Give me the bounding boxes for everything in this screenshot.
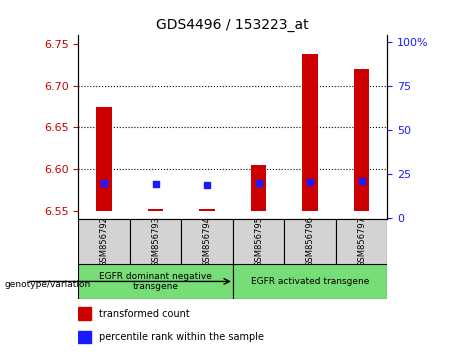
Bar (233, 219, 284, 264)
Bar (78, 219, 130, 264)
Bar (284, 219, 336, 264)
Title: GDS4496 / 153223_at: GDS4496 / 153223_at (156, 18, 309, 32)
Text: percentile rank within the sample: percentile rank within the sample (99, 332, 264, 342)
Text: GSM856793: GSM856793 (151, 216, 160, 267)
Bar (233, 264, 387, 299)
Text: genotype/variation: genotype/variation (5, 280, 91, 290)
Text: GSM856797: GSM856797 (357, 216, 366, 267)
Point (203, 182, 211, 188)
Text: GSM856796: GSM856796 (306, 216, 314, 267)
Bar (78, 264, 233, 299)
Point (306, 179, 313, 185)
Point (358, 178, 365, 184)
Bar (302, 54, 318, 211)
Text: GSM856792: GSM856792 (100, 216, 109, 267)
Text: EGFR dominant negative
transgene: EGFR dominant negative transgene (99, 272, 212, 291)
Text: GSM856794: GSM856794 (202, 216, 212, 267)
Point (152, 181, 160, 186)
Bar (336, 219, 387, 264)
Bar (78, 307, 91, 320)
Point (100, 180, 108, 185)
Bar (199, 210, 215, 211)
Bar (181, 219, 233, 264)
Text: GSM856795: GSM856795 (254, 216, 263, 267)
Bar (96, 107, 112, 211)
Bar (251, 165, 266, 211)
Bar (148, 209, 163, 211)
Bar (78, 331, 91, 343)
Bar (130, 219, 181, 264)
Point (255, 180, 262, 186)
Bar (354, 69, 369, 211)
Text: transformed count: transformed count (99, 309, 189, 319)
Text: EGFR activated transgene: EGFR activated transgene (251, 277, 369, 286)
